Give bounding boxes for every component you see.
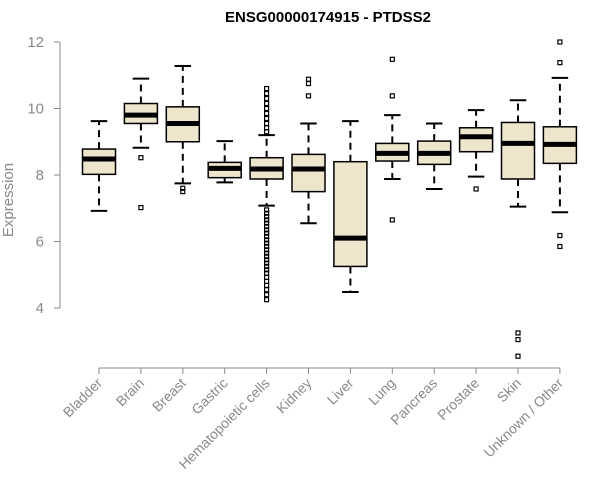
outlier-point	[264, 95, 270, 102]
boxes-layer	[81, 39, 578, 359]
box-group	[123, 77, 159, 211]
outlier-point	[264, 297, 270, 303]
outlier-point	[264, 210, 270, 216]
chart-title: ENSG00000174915 - PTDSS2	[225, 9, 431, 26]
outlier-point	[264, 105, 270, 112]
x-tick-label: Skin	[494, 375, 525, 406]
outlier-point	[264, 247, 270, 253]
outlier-point	[264, 213, 270, 220]
outlier-point	[264, 257, 270, 263]
box-group	[500, 99, 536, 359]
outlier-point	[264, 263, 270, 270]
outlier-point	[264, 220, 270, 226]
outlier-point	[264, 85, 270, 92]
outlier-point	[264, 115, 270, 122]
box-group	[249, 85, 284, 303]
outlier-point	[264, 100, 270, 107]
outlier-point	[264, 267, 270, 273]
box-group	[375, 56, 410, 223]
y-tick-label: 12	[27, 34, 44, 51]
outlier-point	[389, 93, 395, 99]
box-group	[291, 76, 326, 225]
y-tick-label: 8	[36, 167, 44, 184]
outlier-point	[264, 227, 270, 233]
outlier-point	[264, 237, 270, 243]
y-tick-label: 6	[36, 234, 44, 251]
iqr-box	[333, 160, 368, 268]
outlier-point	[264, 230, 270, 236]
outlier-point	[557, 243, 563, 250]
x-tick-label: Bladder	[60, 375, 106, 421]
x-tick-label: Brain	[113, 375, 147, 409]
outlier-point	[264, 243, 270, 250]
x-tick-label: Pancreas	[387, 375, 440, 428]
y-axis: 4 6 8 10 12	[27, 34, 61, 317]
outlier-point	[264, 217, 270, 223]
outlier-point	[180, 185, 186, 191]
x-tick-label: Liver	[324, 375, 357, 408]
outlier-point	[515, 330, 521, 336]
outlier-point	[264, 120, 270, 127]
box-group	[81, 120, 117, 212]
outlier-point	[180, 189, 186, 195]
outlier-point	[305, 93, 312, 99]
outlier-point	[305, 76, 312, 82]
outlier-point	[264, 110, 270, 117]
outlier-point	[264, 250, 270, 256]
outlier-point	[264, 260, 270, 266]
y-axis-label: Expression	[0, 163, 17, 237]
box-group	[542, 39, 578, 250]
outlier-point	[264, 129, 270, 135]
iqr-box	[291, 153, 326, 193]
iqr-box	[458, 127, 494, 153]
outlier-point	[264, 233, 270, 240]
outlier-point	[264, 292, 270, 298]
box-group	[165, 64, 201, 195]
outlier-point	[557, 232, 563, 239]
outlier-point	[264, 223, 270, 230]
outlier-point	[264, 90, 270, 97]
outlier-point	[557, 60, 563, 66]
outlier-point	[138, 155, 144, 161]
outlier-point	[515, 336, 521, 343]
box-group	[416, 122, 452, 190]
x-tick-label: Breast	[149, 375, 189, 415]
outlier-point	[138, 204, 144, 211]
y-tick-label: 4	[36, 300, 44, 317]
box-group	[458, 109, 494, 192]
outlier-point	[389, 56, 395, 62]
iqr-box	[81, 148, 117, 176]
x-tick-label: Kidney	[273, 375, 315, 417]
outlier-point	[473, 186, 479, 192]
outlier-point	[557, 39, 563, 45]
outlier-point	[264, 253, 270, 260]
outlier-point	[515, 353, 521, 359]
outlier-point	[264, 240, 270, 246]
outlier-point	[264, 287, 270, 293]
x-tick-label: Unknown / Other	[480, 375, 566, 461]
iqr-box	[500, 121, 536, 180]
box-group	[207, 140, 242, 184]
x-tick-label: Prostate	[434, 375, 482, 423]
outlier-point	[305, 80, 312, 87]
y-tick-label: 10	[27, 101, 44, 118]
box-group	[333, 120, 368, 294]
x-tick-label: Lung	[365, 375, 398, 408]
outlier-point	[264, 207, 270, 213]
outlier-point	[389, 217, 395, 223]
